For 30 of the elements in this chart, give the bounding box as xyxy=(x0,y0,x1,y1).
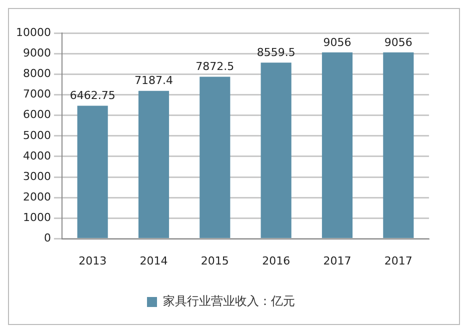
y-tick-label: 0 xyxy=(44,232,51,245)
x-tick-label: 2017 xyxy=(384,254,412,268)
bar xyxy=(200,76,230,238)
y-tick-label: 2000 xyxy=(22,190,51,204)
y-tick-label: 7000 xyxy=(22,88,51,101)
data-label: 8559.5 xyxy=(256,46,296,60)
legend-label: 家具行业营业收入：亿元 xyxy=(163,294,295,308)
data-label: 7872.5 xyxy=(196,60,234,74)
data-label: 9056 xyxy=(384,36,412,49)
y-tick-label: 8000 xyxy=(22,67,51,80)
data-label: 6462.75 xyxy=(70,89,116,102)
y-tick-label: 4000 xyxy=(22,149,51,162)
y-tick-label: 9000 xyxy=(22,46,51,60)
y-tick-label: 5000 xyxy=(22,128,51,142)
data-label: 9056 xyxy=(323,36,352,49)
x-tick-label: 2013 xyxy=(78,254,107,268)
x-tick-label: 2017 xyxy=(323,254,352,268)
y-tick-label: 3000 xyxy=(22,170,51,183)
x-tick-label: 2014 xyxy=(140,254,168,268)
x-tick-label: 2016 xyxy=(262,254,290,268)
bar xyxy=(138,90,170,238)
x-tick-label: 2015 xyxy=(200,254,229,268)
bar xyxy=(77,106,108,238)
bar xyxy=(322,52,353,238)
data-label: 7187.4 xyxy=(134,74,173,88)
bar xyxy=(383,52,414,238)
bar xyxy=(260,62,292,238)
y-tick-label: 6000 xyxy=(22,108,51,122)
y-tick-label: 10000 xyxy=(16,26,51,39)
y-tick-label: 1000 xyxy=(22,211,51,224)
